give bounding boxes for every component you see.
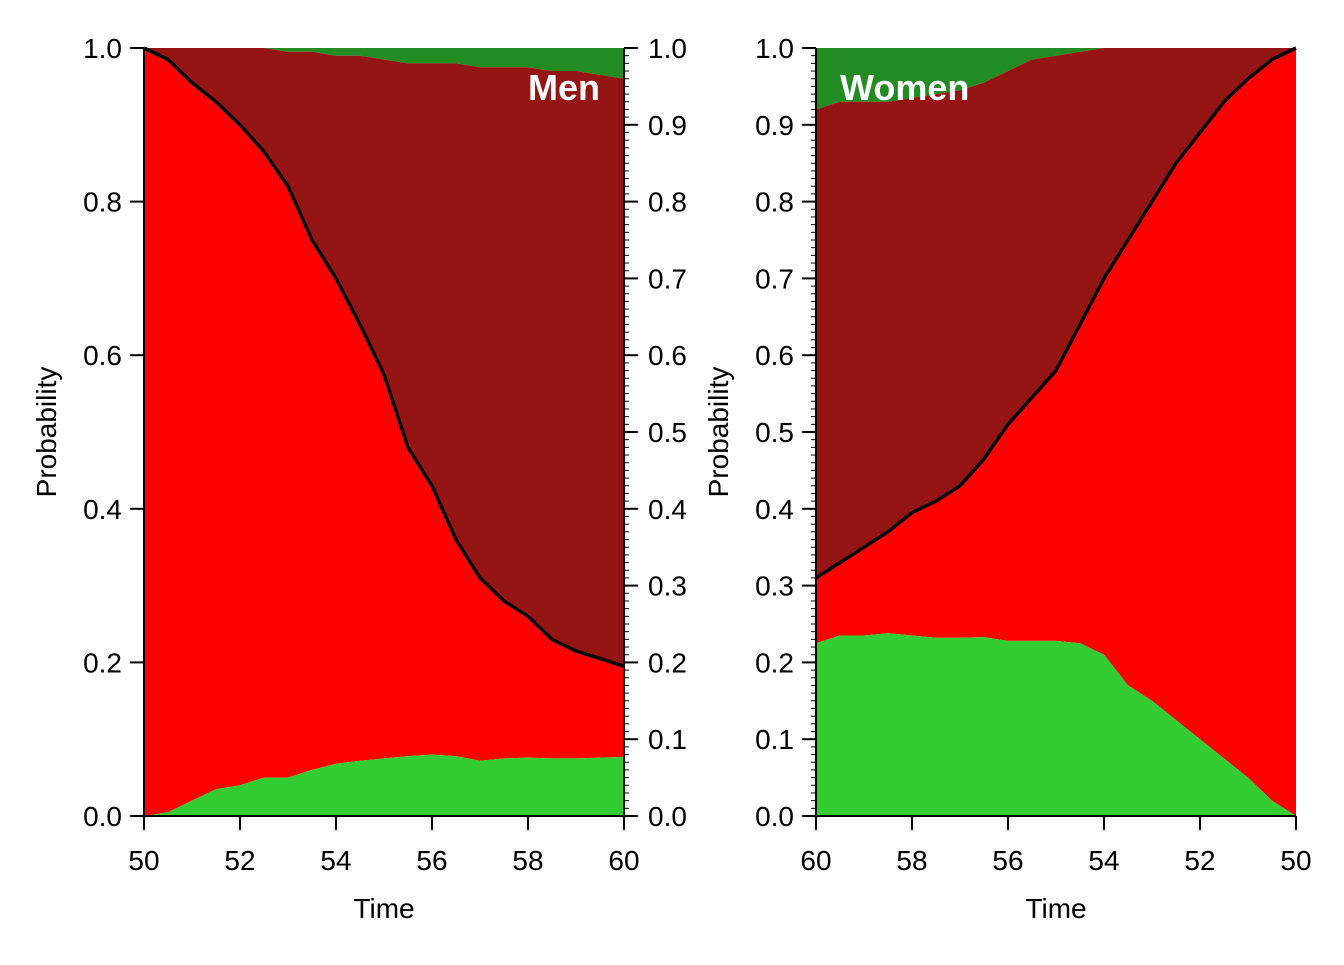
y-tick-label: 0.9 bbox=[755, 110, 794, 141]
right-y-tick-label: 0.2 bbox=[648, 647, 687, 678]
y-tick-label: 0.6 bbox=[83, 340, 122, 371]
y-tick-label: 0.0 bbox=[755, 801, 794, 832]
band-top bbox=[816, 48, 1296, 110]
x-tick-label: 52 bbox=[224, 845, 255, 876]
right-y-tick-label: 0.5 bbox=[648, 417, 687, 448]
y-axis-title: Probability bbox=[703, 367, 734, 498]
panel-men: Men 0.0 0.2 0.4 0.6 0.8 1.0 0.0 0.1 0.2 0.3 0.4 0.5 0… bbox=[31, 33, 687, 924]
right-y-tick-label: 0.4 bbox=[648, 494, 687, 525]
x-axis-title: Time bbox=[1025, 893, 1086, 924]
band-middle bbox=[816, 48, 1296, 816]
y-tick-label: 0.7 bbox=[755, 263, 794, 294]
right-y-tick-label: 0.9 bbox=[648, 110, 687, 141]
y-tick-label: 1.0 bbox=[83, 33, 122, 64]
y-tick-label: 0.2 bbox=[755, 647, 794, 678]
right-y-tick-label: 0.1 bbox=[648, 724, 687, 755]
y-tick-label: 0.4 bbox=[83, 494, 122, 525]
x-tick-label: 52 bbox=[1184, 845, 1215, 876]
right-y-tick-label: 1.0 bbox=[648, 33, 687, 64]
x-tick-label: 60 bbox=[800, 845, 831, 876]
band-top bbox=[144, 48, 624, 79]
panel-label: Men bbox=[528, 67, 600, 108]
x-tick-label: 54 bbox=[320, 845, 351, 876]
panel-label: Women bbox=[840, 67, 969, 108]
x-tick-label: 54 bbox=[1088, 845, 1119, 876]
right-y-tick-label: 0.3 bbox=[648, 571, 687, 602]
y-tick-label: 0.8 bbox=[83, 187, 122, 218]
x-tick-label: 56 bbox=[992, 845, 1023, 876]
y-tick-label: 0.0 bbox=[83, 801, 122, 832]
band-middle bbox=[144, 48, 624, 816]
band-upper bbox=[144, 48, 624, 667]
y-tick-label: 0.8 bbox=[755, 187, 794, 218]
y-tick-label: 0.3 bbox=[755, 571, 794, 602]
divider-line bbox=[815, 46, 1297, 580]
x-axis-title: Time bbox=[353, 893, 414, 924]
y-tick-label: 0.4 bbox=[755, 494, 794, 525]
y-tick-label: 0.6 bbox=[755, 340, 794, 371]
y-tick-label: 0.1 bbox=[755, 724, 794, 755]
right-y-tick-label: 0.8 bbox=[648, 187, 687, 218]
right-y-tick-label: 0.0 bbox=[648, 801, 687, 832]
y-tick-label: 0.5 bbox=[755, 417, 794, 448]
y-tick-label: 1.0 bbox=[755, 33, 794, 64]
x-tick-label: 58 bbox=[896, 845, 927, 876]
x-tick-label: 50 bbox=[128, 845, 159, 876]
y-axis-title: Probability bbox=[31, 367, 62, 498]
x-tick-label: 60 bbox=[608, 845, 639, 876]
x-tick-label: 56 bbox=[416, 845, 447, 876]
x-tick-label: 50 bbox=[1280, 845, 1311, 876]
y-tick-label: 0.2 bbox=[83, 647, 122, 678]
x-tick-label: 58 bbox=[512, 845, 543, 876]
right-y-tick-label: 0.6 bbox=[648, 340, 687, 371]
divider-line bbox=[143, 46, 625, 668]
band-upper bbox=[816, 48, 1296, 578]
band-bottom bbox=[816, 633, 1296, 816]
right-y-tick-label: 0.7 bbox=[648, 263, 687, 294]
panel-women: Women 0.0 0.1 0.2 0.3 0.4 0.5 0.6 0.7 0.8 0.9 1.0 60… bbox=[703, 33, 1312, 924]
band-bottom bbox=[144, 754, 624, 816]
